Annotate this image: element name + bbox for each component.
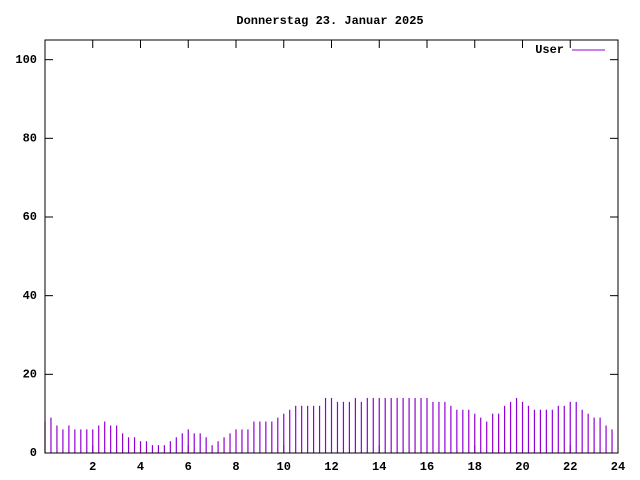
y-tick-label: 40 <box>23 289 37 303</box>
x-tick-label: 16 <box>420 460 434 474</box>
x-tick-label: 24 <box>611 460 625 474</box>
x-tick-label: 22 <box>563 460 577 474</box>
chart-title: Donnerstag 23. Januar 2025 <box>236 14 423 28</box>
x-tick-label: 18 <box>468 460 482 474</box>
y-tick-label: 80 <box>23 132 37 146</box>
y-tick-label: 0 <box>30 446 37 460</box>
y-tick-label: 20 <box>23 368 37 382</box>
y-tick-label: 100 <box>15 53 37 67</box>
x-tick-label: 6 <box>185 460 192 474</box>
x-tick-label: 12 <box>324 460 338 474</box>
plot-border <box>44 39 619 454</box>
x-tick-label: 10 <box>277 460 291 474</box>
x-tick-label: 20 <box>515 460 529 474</box>
y-tick-label: 60 <box>23 210 37 224</box>
legend-label: User <box>535 43 564 57</box>
x-tick-label: 8 <box>232 460 239 474</box>
x-tick-label: 4 <box>137 460 144 474</box>
x-tick-label: 14 <box>372 460 386 474</box>
x-tick-label: 2 <box>89 460 96 474</box>
